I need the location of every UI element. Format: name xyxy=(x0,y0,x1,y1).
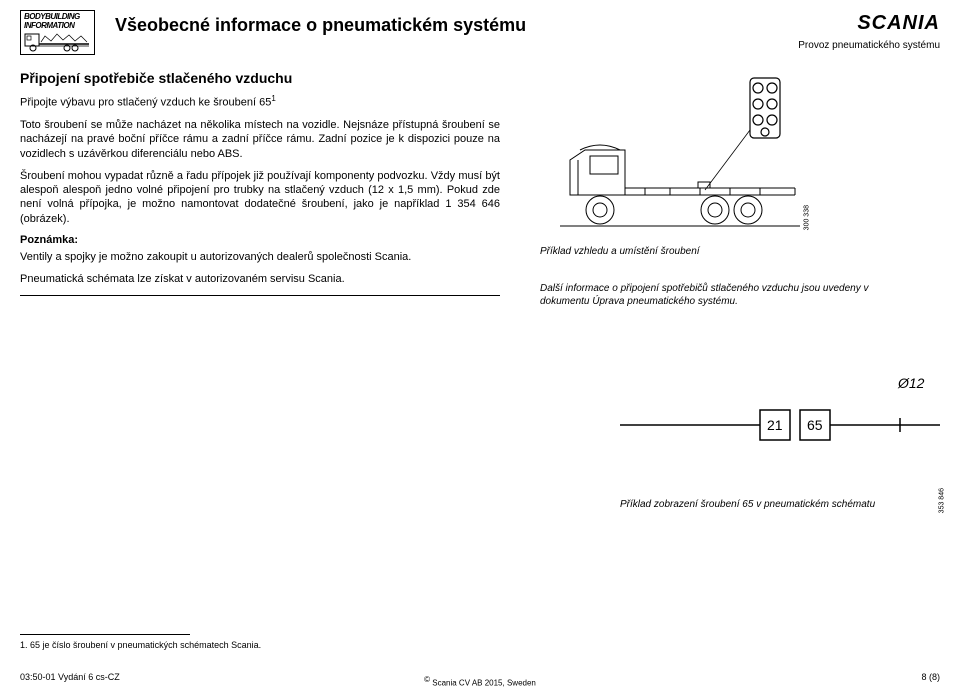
figure-number-2: 353 846 xyxy=(938,488,945,513)
figure-caption-1: Příklad vzhledu a umístění šroubení xyxy=(540,246,940,257)
page-title: Všeobecné informace o pneumatickém systé… xyxy=(115,15,857,36)
footnote-rule xyxy=(20,634,190,635)
logo-text-2: INFORMATION xyxy=(24,21,74,30)
schematic-svg: Ø12 21 65 xyxy=(620,370,940,490)
footnote-ref: 1 xyxy=(271,94,275,103)
schematic-caption: Příklad zobrazení šroubení 65 v pneumati… xyxy=(620,499,940,510)
p1-text: Připojte výbavu pro stlačený vzduch ke š… xyxy=(20,97,271,109)
note-text-2: Pneumatická schémata lze získat v autori… xyxy=(20,272,500,286)
paragraph-1: Připojte výbavu pro stlačený vzduch ke š… xyxy=(20,94,500,110)
logo-text-1: BODYBUILDING xyxy=(24,12,80,21)
schematic-label-21: 21 xyxy=(767,417,783,433)
more-info-text: Další informace o připojení spotřebičů s… xyxy=(540,282,920,308)
paragraph-3: Šroubení mohou vypadat různě a řadu příp… xyxy=(20,169,500,226)
note-label: Poznámka: xyxy=(20,234,500,246)
page-header: BODYBUILDING INFORMATION Všeobecné infor… xyxy=(0,0,960,60)
note-text-1: Ventily a spojky je možno zakoupit u aut… xyxy=(20,250,500,264)
schematic-figure: Ø12 21 65 Příklad zobrazení šroubení 65 … xyxy=(620,370,940,530)
figure-number-1: 300 338 xyxy=(803,205,810,230)
schematic-label-65: 65 xyxy=(807,417,823,433)
content-area: Připojení spotřebiče stlačeného vzduchu … xyxy=(0,60,960,308)
diameter-label: Ø12 xyxy=(897,375,925,391)
section-rule xyxy=(20,295,500,296)
text-column: Připojení spotřebiče stlačeného vzduchu … xyxy=(20,70,500,308)
scania-logo: SCANIA xyxy=(857,12,940,35)
truck-illustration: 300 338 xyxy=(550,70,810,240)
footnote-text: 1. 65 je číslo šroubení v pneumatických … xyxy=(20,640,261,650)
section-context: Provoz pneumatického systému xyxy=(798,40,940,51)
footer-center: © Scania CV AB 2015, Sweden xyxy=(0,675,960,688)
figure-column: 300 338 Příklad vzhledu a umístění šroub… xyxy=(520,70,940,308)
footer-center-text: Scania CV AB 2015, Sweden xyxy=(430,679,536,688)
paragraph-2: Toto šroubení se může nacházet na několi… xyxy=(20,118,500,161)
bodybuilding-logo: BODYBUILDING INFORMATION xyxy=(20,10,95,55)
truck-mini-icon xyxy=(23,30,93,52)
section-heading: Připojení spotřebiče stlačeného vzduchu xyxy=(20,70,500,86)
